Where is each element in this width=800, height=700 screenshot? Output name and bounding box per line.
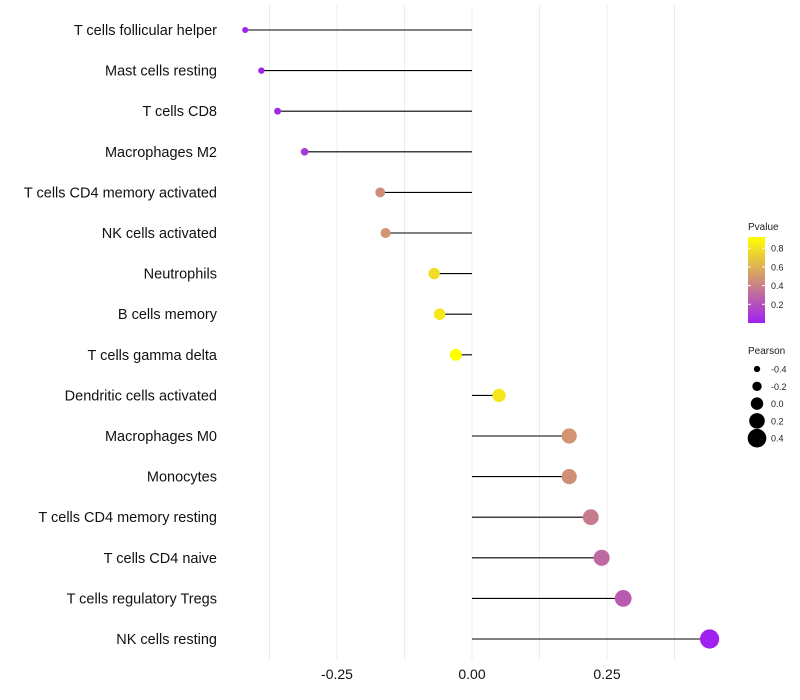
size-legend-label: 0.4 — [771, 434, 784, 444]
pvalue-legend-title: Pvalue — [748, 222, 779, 233]
data-point — [258, 67, 265, 74]
colorbar-tick-label: 0.2 — [771, 300, 784, 310]
pearson-legend: Pearson -0.4 -0.2 0.0 0.2 0.4 — [747, 346, 787, 448]
y-tick-label: Monocytes — [147, 470, 217, 486]
size-legend-dot — [747, 428, 767, 448]
y-tick-label: Mast cells resting — [105, 64, 217, 80]
colorbar-tick-label: 0.8 — [771, 244, 784, 254]
y-tick-label: T cells CD4 memory activated — [24, 185, 217, 201]
points — [242, 27, 720, 649]
y-tick-label: Macrophages M0 — [105, 429, 217, 445]
size-legend-dot — [750, 397, 764, 410]
pvalue-colorbar — [748, 237, 765, 323]
data-point — [561, 468, 577, 485]
y-tick-label: T cells CD8 — [142, 104, 217, 120]
data-point — [614, 590, 632, 607]
y-tick-label: T cells gamma delta — [88, 348, 218, 364]
y-tick-label: NK cells resting — [116, 632, 217, 648]
y-tick-label: Neutrophils — [144, 267, 217, 283]
size-legend-label: -0.4 — [771, 365, 787, 375]
x-tick-label: 0.25 — [593, 666, 620, 682]
y-tick-label: T cells regulatory Tregs — [67, 591, 217, 607]
pearson-legend-title: Pearson — [748, 346, 785, 357]
size-legend-dot — [752, 381, 762, 391]
data-point — [380, 227, 391, 239]
y-axis-labels: T cells follicular helper Mast cells rest… — [24, 23, 218, 648]
grid-lines — [269, 5, 675, 660]
y-tick-label: B cells memory — [118, 307, 218, 323]
data-point — [300, 147, 309, 156]
y-tick-label: T cells CD4 naive — [104, 551, 217, 567]
y-tick-label: Macrophages M2 — [105, 145, 217, 161]
data-point — [242, 27, 249, 33]
y-tick-label: NK cells activated — [102, 226, 217, 242]
size-legend-label: 0.0 — [771, 399, 784, 409]
y-tick-label: T cells follicular helper — [74, 23, 217, 39]
x-tick-label: 0.00 — [458, 666, 485, 682]
colorbar-tick-label: 0.4 — [771, 281, 784, 291]
y-tick-label: T cells CD4 memory resting — [38, 510, 217, 526]
data-point — [593, 549, 610, 566]
x-axis-ticks: -0.25 0.00 0.25 — [321, 666, 621, 682]
y-tick-label: Dendritic cells activated — [65, 388, 217, 404]
data-point — [449, 348, 462, 361]
pvalue-legend: Pvalue 0.8 0.6 0.4 0.2 — [748, 222, 784, 323]
colorbar-tick-label: 0.6 — [771, 262, 784, 272]
data-point — [699, 629, 720, 649]
x-tick-label: -0.25 — [321, 666, 353, 682]
size-legend-dot — [749, 413, 765, 429]
stems — [245, 29, 710, 640]
data-point — [428, 267, 440, 280]
size-legend-dot — [753, 365, 761, 373]
data-point — [274, 107, 282, 115]
data-point — [561, 428, 577, 444]
data-point — [492, 388, 506, 403]
data-point — [582, 509, 599, 526]
data-point — [433, 308, 446, 320]
size-legend-label: -0.2 — [771, 382, 787, 392]
size-legend-label: 0.2 — [771, 416, 784, 426]
data-point — [375, 187, 386, 198]
